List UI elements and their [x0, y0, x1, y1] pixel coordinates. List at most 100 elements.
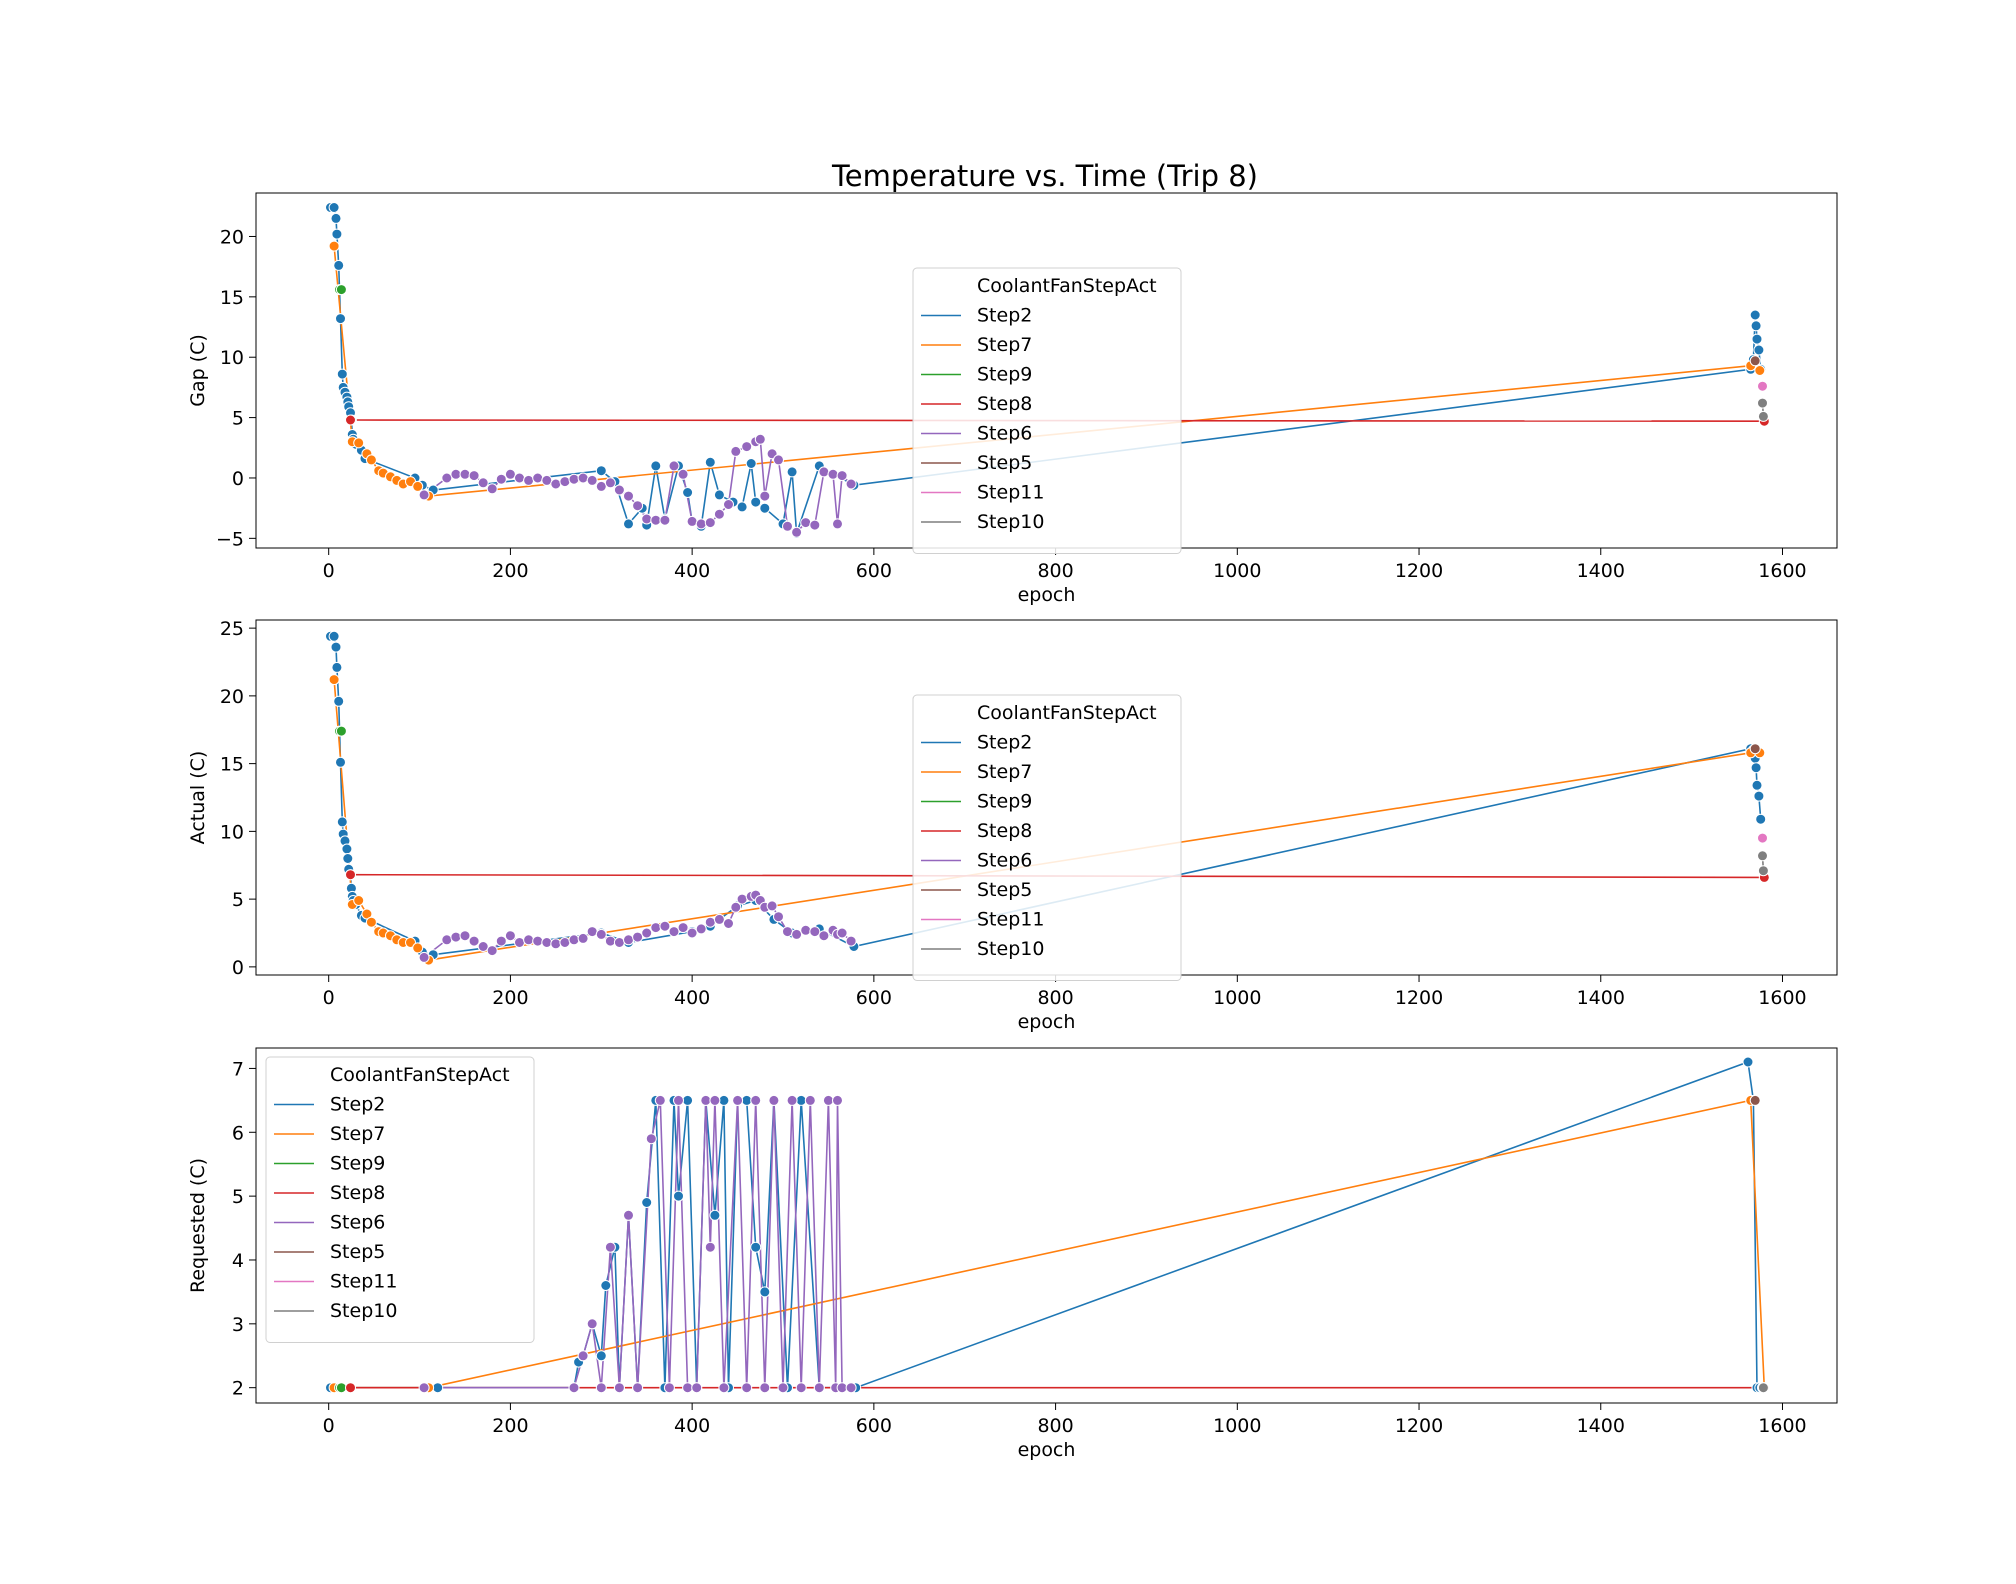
data-point-step6: [836, 927, 848, 939]
legend-entry: Step7: [330, 1123, 385, 1145]
data-point-step5: [1749, 355, 1761, 367]
data-point-step6: [532, 472, 544, 484]
data-point-step6: [632, 500, 644, 512]
data-point-step6: [641, 513, 653, 525]
plot-area: [325, 630, 1770, 966]
data-point-step6: [586, 926, 598, 938]
legend-entry: Step10: [977, 511, 1044, 533]
x-axis-label: epoch: [1018, 1439, 1076, 1461]
data-point-step6: [768, 1094, 780, 1106]
data-point-step2: [682, 487, 694, 498]
data-point-step2: [1751, 779, 1763, 791]
data-point-step6: [695, 518, 707, 530]
x-tick-label: 1000: [1213, 1415, 1261, 1437]
data-point-step6: [818, 930, 830, 942]
data-point-step6: [418, 1382, 430, 1394]
data-point-step6: [604, 477, 616, 489]
data-point-step6: [418, 951, 430, 963]
y-tick-label: 3: [232, 1314, 244, 1336]
data-point-step6: [718, 1382, 730, 1394]
data-point-step6: [668, 926, 680, 938]
x-tick-label: 1400: [1577, 987, 1625, 1009]
legend-entry: Step9: [977, 791, 1032, 813]
legend-entry: Step5: [330, 1241, 385, 1263]
plot-area: [325, 1056, 1770, 1394]
data-point-step8: [345, 1382, 356, 1394]
data-point-step6: [832, 518, 843, 530]
data-point-step6: [822, 1094, 834, 1106]
legend-title: CoolantFanStepAct: [977, 275, 1157, 297]
data-point-step2: [330, 641, 342, 653]
data-point-step2: [650, 460, 662, 472]
data-point-step6: [514, 472, 525, 484]
data-point-step2: [330, 212, 342, 224]
x-tick-label: 800: [1037, 560, 1073, 582]
data-point-step2: [1753, 344, 1765, 356]
data-point-step6: [418, 489, 430, 501]
x-tick-label: 800: [1037, 987, 1073, 1009]
data-point-step2: [335, 756, 346, 768]
data-point-step9: [335, 284, 347, 296]
data-point-step6: [613, 937, 625, 948]
data-point-step6: [845, 478, 857, 490]
data-point-step6: [486, 945, 498, 957]
legend-entry: Step5: [977, 452, 1032, 474]
data-point-step2: [795, 1094, 807, 1106]
legend-entry: Step11: [330, 1271, 397, 1293]
x-tick-label: 1000: [1213, 987, 1261, 1009]
subplot-3: 0 200 400 600 800 1000 1200 1400 1600 2 3 4 5 6 7 epoch…: [187, 1047, 1838, 1461]
y-tick-label: 0: [232, 468, 244, 490]
x-tick-label: 200: [492, 987, 528, 1009]
data-point-step9: [335, 1382, 347, 1394]
data-point-step6: [559, 476, 571, 488]
x-tick-label: 1400: [1577, 560, 1625, 582]
data-point-step6: [845, 935, 857, 947]
data-point-step7: [412, 942, 424, 954]
data-point-step2: [759, 1286, 771, 1298]
data-point-step6: [568, 1382, 580, 1394]
data-point-step6: [773, 454, 784, 466]
legend-box: [912, 267, 1182, 554]
data-point-step6: [459, 468, 471, 480]
y-tick-label: 20: [220, 226, 244, 248]
data-point-step6: [477, 477, 489, 489]
x-axis-label: epoch: [1018, 584, 1076, 606]
legend-entry: Step9: [330, 1153, 385, 1175]
data-point-step8: [345, 414, 356, 426]
legend-box: [265, 1056, 535, 1343]
data-point-step6: [766, 900, 778, 912]
data-point-step6: [595, 480, 607, 492]
x-axis-label: epoch: [1018, 1011, 1076, 1033]
data-point-step6: [723, 499, 734, 510]
y-tick-label: 5: [232, 889, 244, 911]
y-tick-label: 15: [220, 287, 244, 309]
x-tick-label: 600: [856, 560, 892, 582]
data-point-step6: [795, 1382, 807, 1394]
legend: CoolantFanStepAct Step2 Step7 Step9 Step8 Ste…: [265, 1056, 535, 1343]
data-point-step6: [586, 474, 598, 486]
data-point-step7: [353, 437, 365, 449]
data-point-step6: [723, 918, 734, 929]
y-tick-label: 25: [220, 618, 244, 640]
data-point-step6: [604, 1241, 616, 1253]
y-tick-label: 7: [232, 1058, 244, 1080]
data-point-step7: [328, 240, 340, 252]
x-tick-label: 400: [674, 560, 710, 582]
x-tick-label: 200: [492, 560, 528, 582]
legend-entry: Step8: [977, 393, 1032, 415]
data-point-step6: [495, 473, 507, 485]
x-tick-label: 1200: [1395, 560, 1443, 582]
data-point-step6: [550, 478, 562, 490]
y-tick-label: 10: [220, 821, 244, 843]
data-point-step6: [827, 468, 839, 480]
data-point-step6: [650, 922, 662, 934]
data-point-step6: [586, 1318, 598, 1330]
data-point-step7: [328, 674, 340, 686]
data-point-step6: [704, 517, 716, 529]
x-tick-label: 400: [674, 987, 710, 1009]
data-point-step2: [1742, 1056, 1754, 1068]
figure-title: Temperature vs. Time (Trip 8): [831, 159, 1258, 193]
data-point-step2: [432, 1382, 444, 1394]
data-point-step6: [441, 934, 453, 946]
legend-entry: Step10: [977, 938, 1044, 960]
